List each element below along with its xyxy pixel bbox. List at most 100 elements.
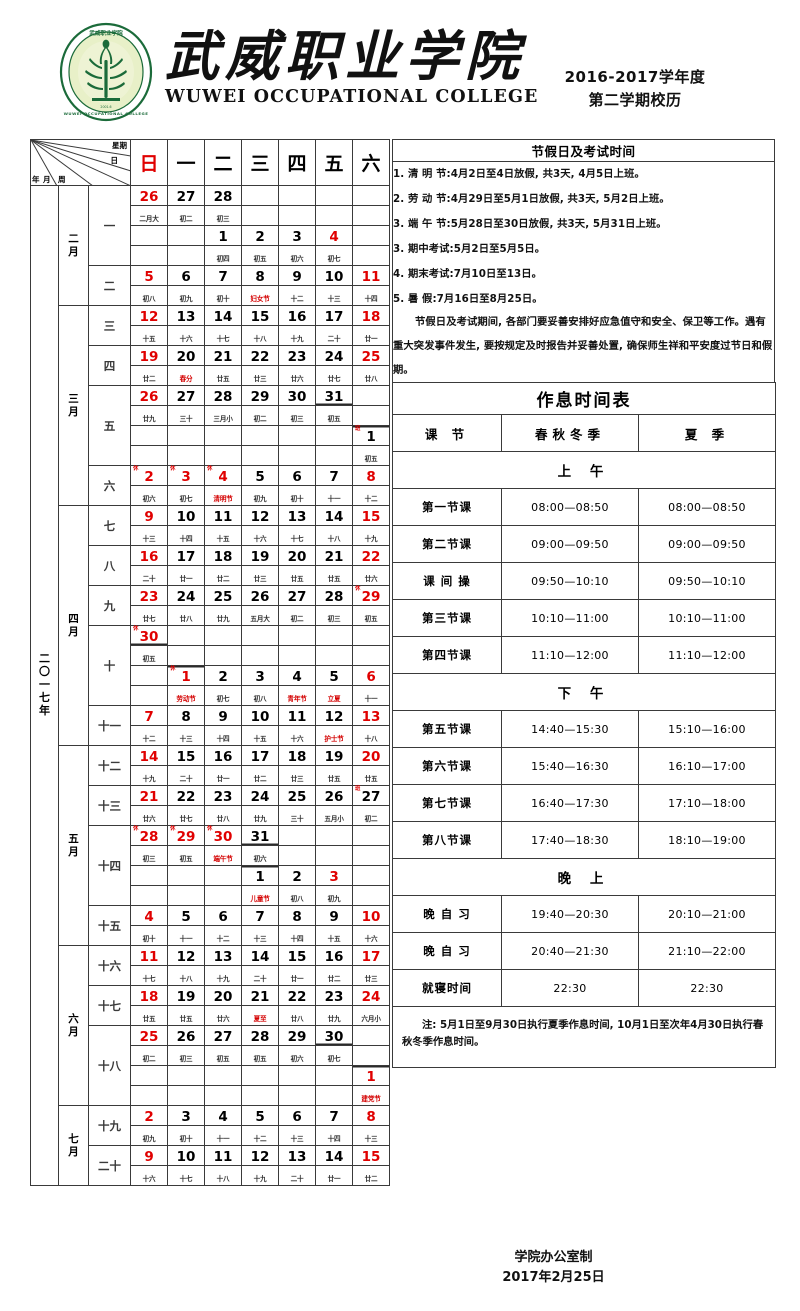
- calendar-day-cell[interactable]: 23: [278, 345, 317, 366]
- calendar-day-cell[interactable]: 休 29: [352, 585, 391, 606]
- calendar-day-cell[interactable]: 16: [204, 745, 243, 766]
- calendar-day-cell[interactable]: 14: [315, 505, 354, 526]
- calendar-day-cell[interactable]: 27: [167, 185, 206, 206]
- calendar-day-cell[interactable]: 14: [204, 305, 243, 326]
- calendar-day-cell[interactable]: 7: [315, 1105, 354, 1126]
- calendar-day-cell[interactable]: 9: [130, 1145, 169, 1166]
- calendar-day-cell[interactable]: 27: [167, 385, 206, 406]
- calendar-day-cell[interactable]: 22: [352, 545, 391, 566]
- calendar-day-cell[interactable]: 19: [167, 985, 206, 1006]
- calendar-day-cell[interactable]: 21: [130, 785, 169, 806]
- calendar-day-cell[interactable]: 8: [352, 465, 391, 486]
- calendar-day-cell[interactable]: 21: [315, 545, 354, 566]
- calendar-day-cell[interactable]: 17: [315, 305, 354, 326]
- calendar-day-cell[interactable]: 1: [241, 865, 280, 886]
- calendar-day-cell[interactable]: 5: [167, 905, 206, 926]
- calendar-day-cell[interactable]: 12: [241, 1145, 280, 1166]
- calendar-day-cell[interactable]: 21: [241, 985, 280, 1006]
- calendar-day-cell[interactable]: 8: [278, 905, 317, 926]
- calendar-day-cell[interactable]: 休 30: [130, 625, 169, 646]
- calendar-day-cell[interactable]: 20: [167, 345, 206, 366]
- calendar-day-cell[interactable]: 24: [315, 345, 354, 366]
- calendar-day-cell[interactable]: 28: [241, 1025, 280, 1046]
- calendar-day-cell[interactable]: 4: [278, 665, 317, 686]
- calendar-day-cell[interactable]: 9: [315, 905, 354, 926]
- calendar-day-cell[interactable]: 休 28: [130, 825, 169, 846]
- calendar-day-cell[interactable]: 16: [315, 945, 354, 966]
- calendar-day-cell[interactable]: 27: [278, 585, 317, 606]
- calendar-day-cell[interactable]: 19: [315, 745, 354, 766]
- calendar-day-cell[interactable]: 27: [204, 1025, 243, 1046]
- calendar-day-cell[interactable]: 23: [204, 785, 243, 806]
- calendar-day-cell[interactable]: 19: [130, 345, 169, 366]
- calendar-day-cell[interactable]: 10: [315, 265, 354, 286]
- calendar-day-cell[interactable]: 31: [315, 385, 354, 406]
- calendar-day-cell[interactable]: 12: [315, 705, 354, 726]
- calendar-day-cell[interactable]: 15: [352, 505, 391, 526]
- calendar-day-cell[interactable]: 28: [204, 385, 243, 406]
- calendar-day-cell[interactable]: 17: [241, 745, 280, 766]
- calendar-day-cell[interactable]: 18: [352, 305, 391, 326]
- calendar-day-cell[interactable]: 11: [278, 705, 317, 726]
- calendar-day-cell[interactable]: 3: [167, 1105, 206, 1126]
- calendar-day-cell[interactable]: 16: [278, 305, 317, 326]
- calendar-day-cell[interactable]: 24: [241, 785, 280, 806]
- calendar-day-cell[interactable]: 11: [204, 505, 243, 526]
- calendar-day-cell[interactable]: 15: [352, 1145, 391, 1166]
- calendar-day-cell[interactable]: 24: [352, 985, 391, 1006]
- calendar-day-cell[interactable]: 20: [278, 545, 317, 566]
- calendar-day-cell[interactable]: 22: [278, 985, 317, 1006]
- calendar-day-cell[interactable]: 班 27: [352, 785, 391, 806]
- calendar-day-cell[interactable]: 12: [130, 305, 169, 326]
- calendar-day-cell[interactable]: 26: [241, 585, 280, 606]
- calendar-day-cell[interactable]: 13: [204, 945, 243, 966]
- calendar-day-cell[interactable]: 7: [204, 265, 243, 286]
- calendar-day-cell[interactable]: 10: [352, 905, 391, 926]
- calendar-day-cell[interactable]: 23: [315, 985, 354, 1006]
- calendar-day-cell[interactable]: 17: [167, 545, 206, 566]
- calendar-day-cell[interactable]: 9: [204, 705, 243, 726]
- calendar-day-cell[interactable]: 休 29: [167, 825, 206, 846]
- calendar-day-cell[interactable]: 10: [167, 1145, 206, 1166]
- calendar-day-cell[interactable]: 8: [241, 265, 280, 286]
- calendar-day-cell[interactable]: 2: [278, 865, 317, 886]
- calendar-day-cell[interactable]: 12: [241, 505, 280, 526]
- calendar-day-cell[interactable]: 5: [315, 665, 354, 686]
- calendar-day-cell[interactable]: 31: [241, 825, 280, 846]
- calendar-day-cell[interactable]: 15: [241, 305, 280, 326]
- calendar-day-cell[interactable]: 8: [167, 705, 206, 726]
- calendar-day-cell[interactable]: 7: [315, 465, 354, 486]
- calendar-day-cell[interactable]: 18: [130, 985, 169, 1006]
- calendar-day-cell[interactable]: 21: [204, 345, 243, 366]
- calendar-day-cell[interactable]: 25: [204, 585, 243, 606]
- calendar-day-cell[interactable]: 6: [167, 265, 206, 286]
- calendar-day-cell[interactable]: 4: [204, 1105, 243, 1126]
- calendar-day-cell[interactable]: 6: [278, 1105, 317, 1126]
- calendar-day-cell[interactable]: 26: [315, 785, 354, 806]
- calendar-day-cell[interactable]: 24: [167, 585, 206, 606]
- calendar-day-cell[interactable]: 17: [352, 945, 391, 966]
- calendar-day-cell[interactable]: 10: [241, 705, 280, 726]
- calendar-day-cell[interactable]: 19: [241, 545, 280, 566]
- calendar-day-cell[interactable]: 25: [352, 345, 391, 366]
- calendar-day-cell[interactable]: 15: [167, 745, 206, 766]
- calendar-day-cell[interactable]: 13: [167, 305, 206, 326]
- calendar-day-cell[interactable]: 14: [315, 1145, 354, 1166]
- calendar-day-cell[interactable]: 15: [278, 945, 317, 966]
- calendar-day-cell[interactable]: 13: [278, 505, 317, 526]
- calendar-day-cell[interactable]: 3: [278, 225, 317, 246]
- calendar-day-cell[interactable]: 7: [130, 705, 169, 726]
- calendar-day-cell[interactable]: 25: [130, 1025, 169, 1046]
- calendar-day-cell[interactable]: 30: [315, 1025, 354, 1046]
- calendar-day-cell[interactable]: 3: [241, 665, 280, 686]
- calendar-day-cell[interactable]: 1: [352, 1065, 391, 1086]
- calendar-day-cell[interactable]: 18: [278, 745, 317, 766]
- calendar-day-cell[interactable]: 12: [167, 945, 206, 966]
- calendar-day-cell[interactable]: 11: [130, 945, 169, 966]
- calendar-day-cell[interactable]: 26: [130, 185, 169, 206]
- calendar-day-cell[interactable]: 6: [278, 465, 317, 486]
- calendar-day-cell[interactable]: 22: [241, 345, 280, 366]
